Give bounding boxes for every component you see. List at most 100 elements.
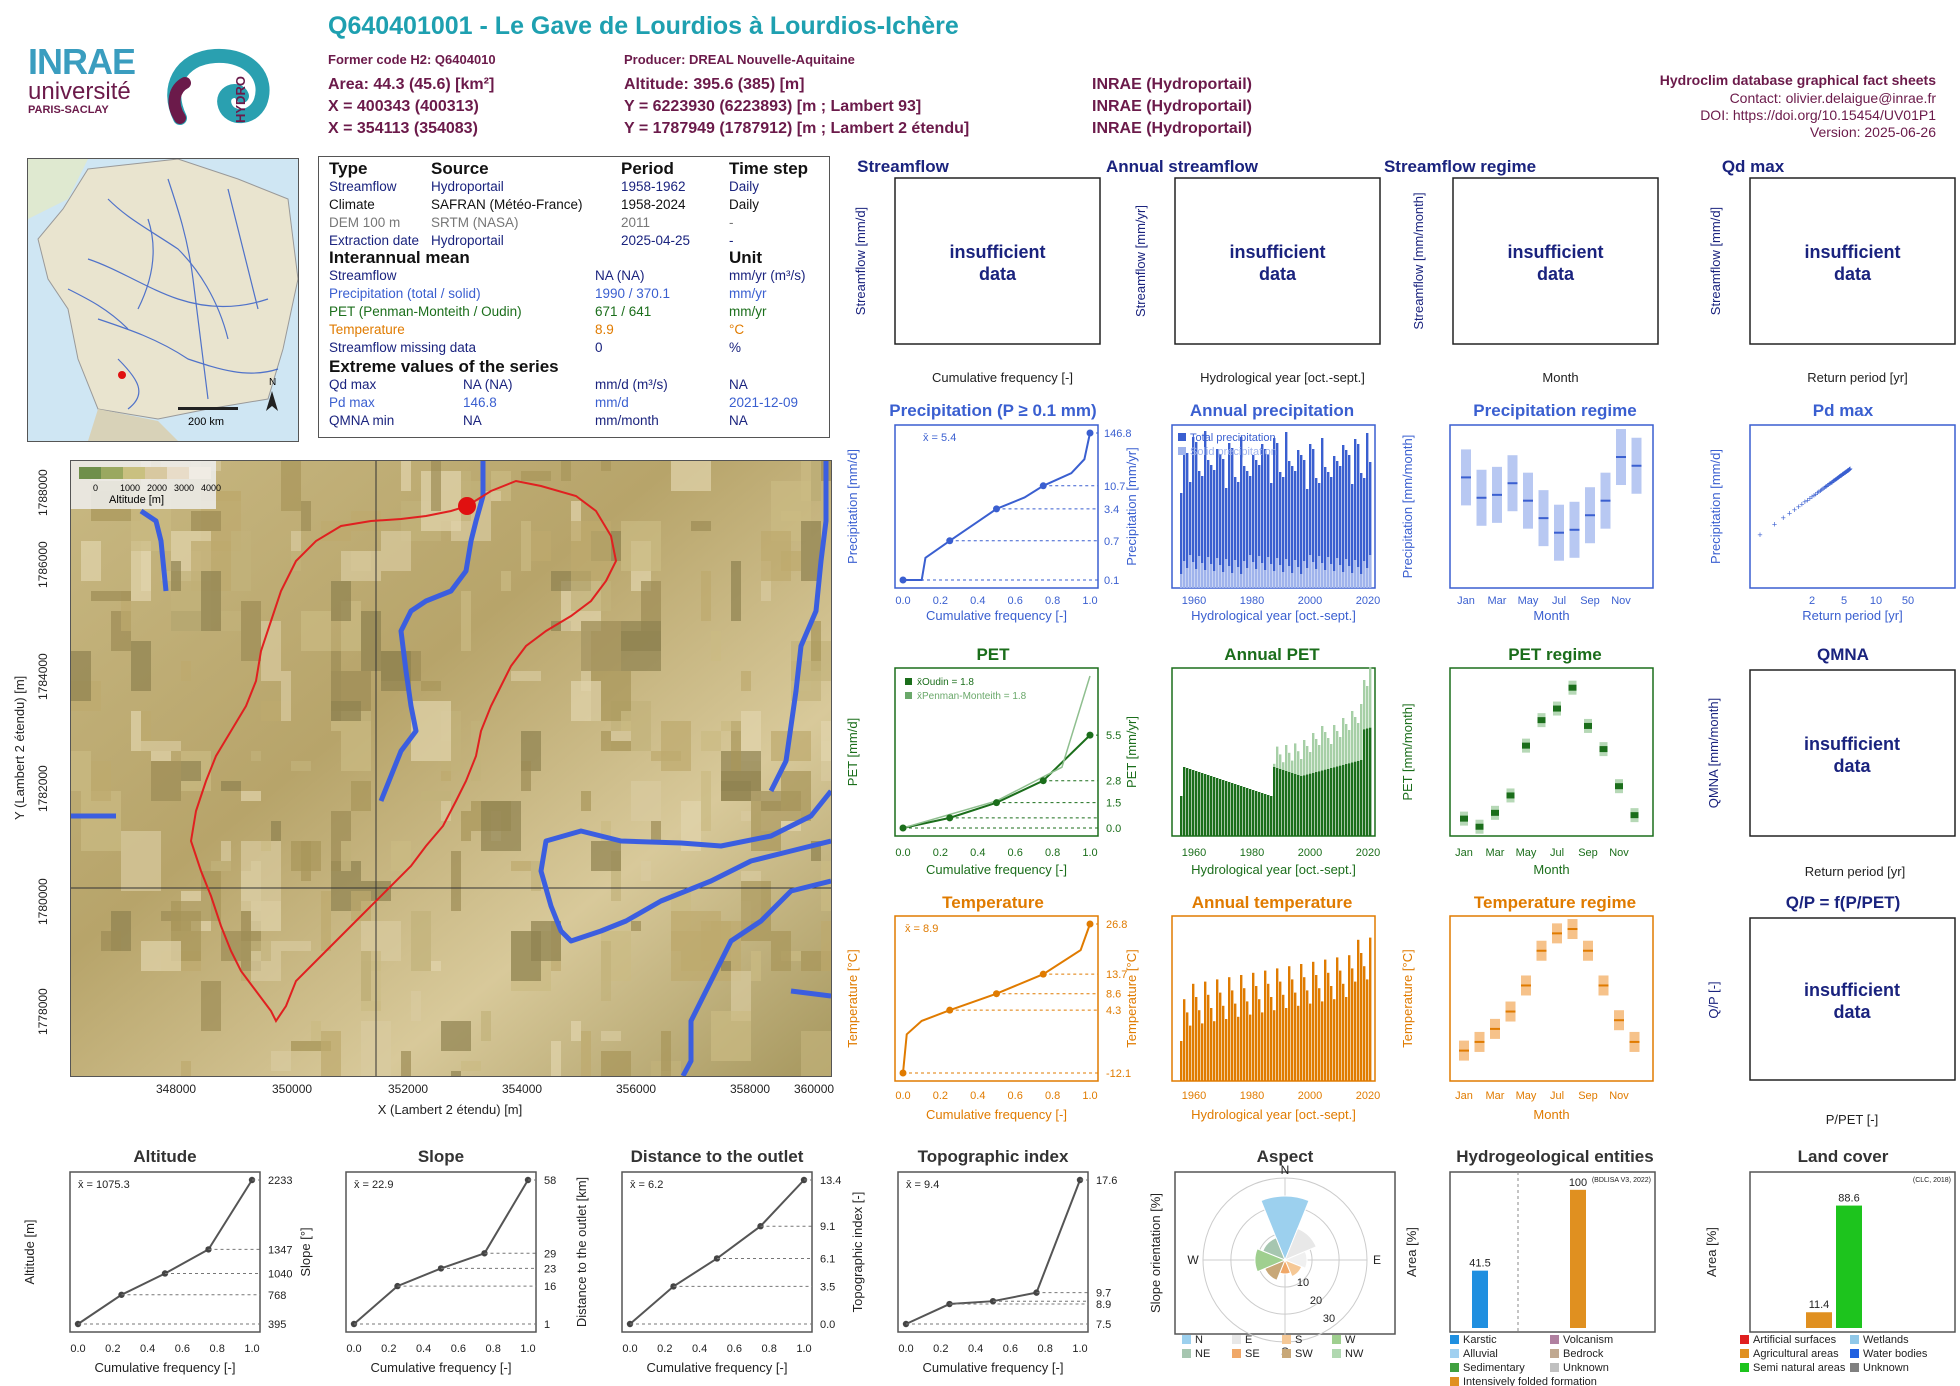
pdmax-point: + <box>1802 497 1807 507</box>
landcover-legend-label: Artificial surfaces <box>1753 1334 1837 1346</box>
annual-solid-bar <box>1303 561 1306 588</box>
annual-temp-bar <box>1339 970 1342 1081</box>
annual-solid-bar <box>1309 555 1312 588</box>
annual-solid-bar <box>1306 568 1309 588</box>
annual-pet-pm-bar <box>1276 746 1279 768</box>
panel-x-label: Month <box>1542 370 1578 385</box>
aspect-legend-label: E <box>1245 1334 1252 1346</box>
pdmax-point: + <box>1772 519 1777 529</box>
annual-pet-pm-bar <box>1354 717 1357 762</box>
altitude: Altitude: 395.6 (385) [m] <box>624 76 805 93</box>
pdmax-point: + <box>1830 477 1835 487</box>
annual-x-tick: 1980 <box>1240 595 1264 607</box>
no-data-message: data <box>1537 264 1575 284</box>
bottom-y-label: Distance to the outlet [km] <box>574 1177 589 1327</box>
extreme-date: 2021-12-09 <box>729 395 799 410</box>
landcover-title: Land cover <box>1798 1147 1889 1166</box>
pdmax-point: + <box>1811 491 1816 501</box>
aspect-title: Aspect <box>1257 1147 1314 1166</box>
annual-pet-bar <box>1339 765 1342 836</box>
annual-temp-bar <box>1354 981 1357 1081</box>
annual-precip-bar <box>1300 455 1303 588</box>
pdmax-point: + <box>1842 469 1847 479</box>
annual-solid-bar <box>1288 566 1291 588</box>
annual-solid-bar <box>1228 566 1231 588</box>
annual-temp-bar <box>1366 979 1369 1081</box>
panel-title-streamflow: Streamflow <box>857 157 949 176</box>
annual-pet-pm-bar <box>1282 762 1285 770</box>
month-tick: Sep <box>1578 847 1598 859</box>
annual-pet-pm-bar <box>1351 711 1354 763</box>
annual-pet-bar <box>1195 771 1198 836</box>
annual-temp-bar <box>1267 983 1270 1081</box>
annual-precip-x-label: Hydrological year [oct.-sept.] <box>1191 608 1356 623</box>
annual-solid-bar <box>1216 558 1219 588</box>
annual-solid-bar <box>1285 559 1288 588</box>
extreme-label: QMNA min <box>329 413 395 428</box>
pdmax-x-tick: 10 <box>1870 595 1882 607</box>
legend-solid-label: Solid precipitation <box>1190 446 1277 458</box>
extreme-label: Qd max <box>329 377 377 392</box>
annual-solid-bar <box>1255 569 1258 588</box>
annual-precip-bar <box>1234 477 1237 588</box>
annual-solid-bar <box>1201 563 1204 588</box>
pet-right-label: 1.5 <box>1106 798 1121 810</box>
north-arrow-icon <box>266 391 278 411</box>
annual-pet-bar <box>1354 761 1357 836</box>
pdmax-point: + <box>1842 468 1847 478</box>
bottom-x-tick: 0.2 <box>105 1343 120 1355</box>
annual-pet-bar <box>1363 729 1366 836</box>
pdmax-point: + <box>1846 465 1851 475</box>
pet-regime-median <box>1599 746 1608 753</box>
annual-pet-bar <box>1273 767 1276 836</box>
annual-temp-bar <box>1291 979 1294 1081</box>
no-data-box <box>1749 669 1956 837</box>
annual-solid-bar <box>1315 569 1318 588</box>
annual-solid-bar <box>1213 571 1216 588</box>
aspect-ring-label: 10 <box>1297 1277 1309 1289</box>
doi[interactable]: DOI: https://doi.org/10.15454/UV01P1 <box>1700 107 1936 123</box>
pdmax-point: + <box>1846 465 1851 475</box>
aspect-wedge <box>1260 1195 1310 1262</box>
annual-temp-bar <box>1321 1001 1324 1081</box>
basin-x-tick: 350000 <box>272 1082 313 1096</box>
bottom-x-tick: 0.6 <box>175 1343 190 1355</box>
annual-solid-bar <box>1321 563 1324 588</box>
landcover-bar-agricultural <box>1806 1312 1832 1328</box>
annual-precip-bar <box>1264 449 1267 588</box>
annual-temp-bar <box>1213 1021 1216 1081</box>
annual-solid-bar <box>1279 565 1282 588</box>
pdmax-x-tick: 2 <box>1809 595 1815 607</box>
annual-precip-bar <box>1192 437 1195 588</box>
pdmax-point: + <box>1787 508 1792 518</box>
temp-curve <box>902 923 1091 1074</box>
annual-solid-bar <box>1204 570 1207 588</box>
contact[interactable]: Contact: olivier.delaigue@inrae.fr <box>1729 90 1936 106</box>
annual-temp-bar <box>1294 992 1297 1081</box>
annual-pet-bar <box>1342 764 1345 836</box>
pdmax-point: + <box>1816 487 1821 497</box>
month-tick: Mar <box>1488 595 1507 607</box>
hydrogeo-legend-label: Unknown <box>1563 1362 1609 1374</box>
bottom-x-tick: 0.0 <box>346 1343 361 1355</box>
annual-temp-bar <box>1237 1016 1240 1081</box>
annual-pet-bar <box>1369 727 1372 836</box>
landcover-y-label: Area [%] <box>1704 1227 1719 1277</box>
annual-temp-bar <box>1258 999 1261 1081</box>
y-lambert2e: Y = 1787949 (1787912) [m ; Lambert 2 éte… <box>624 120 970 137</box>
temp-x-label: Cumulative frequency [-] <box>926 1107 1067 1122</box>
annual-pet-bar <box>1348 763 1351 836</box>
bottom-x-label: Cumulative frequency [-] <box>923 1360 1064 1375</box>
bottom-right-label: 16 <box>544 1281 556 1293</box>
bottom-x-tick: 0.0 <box>622 1343 637 1355</box>
table-header-type: Type <box>329 159 368 178</box>
annual-solid-bar <box>1252 562 1255 588</box>
plot-frame <box>69 1171 261 1333</box>
annual-pet-pm-bar <box>1327 738 1330 769</box>
annual-precip-bar <box>1351 484 1354 588</box>
no-data-message: data <box>1259 264 1297 284</box>
pdmax-point: + <box>1833 474 1838 484</box>
pet-x-tick: 0.2 <box>933 847 948 859</box>
precip-regime-y-label: Precipitation [mm/month] <box>1400 435 1415 579</box>
